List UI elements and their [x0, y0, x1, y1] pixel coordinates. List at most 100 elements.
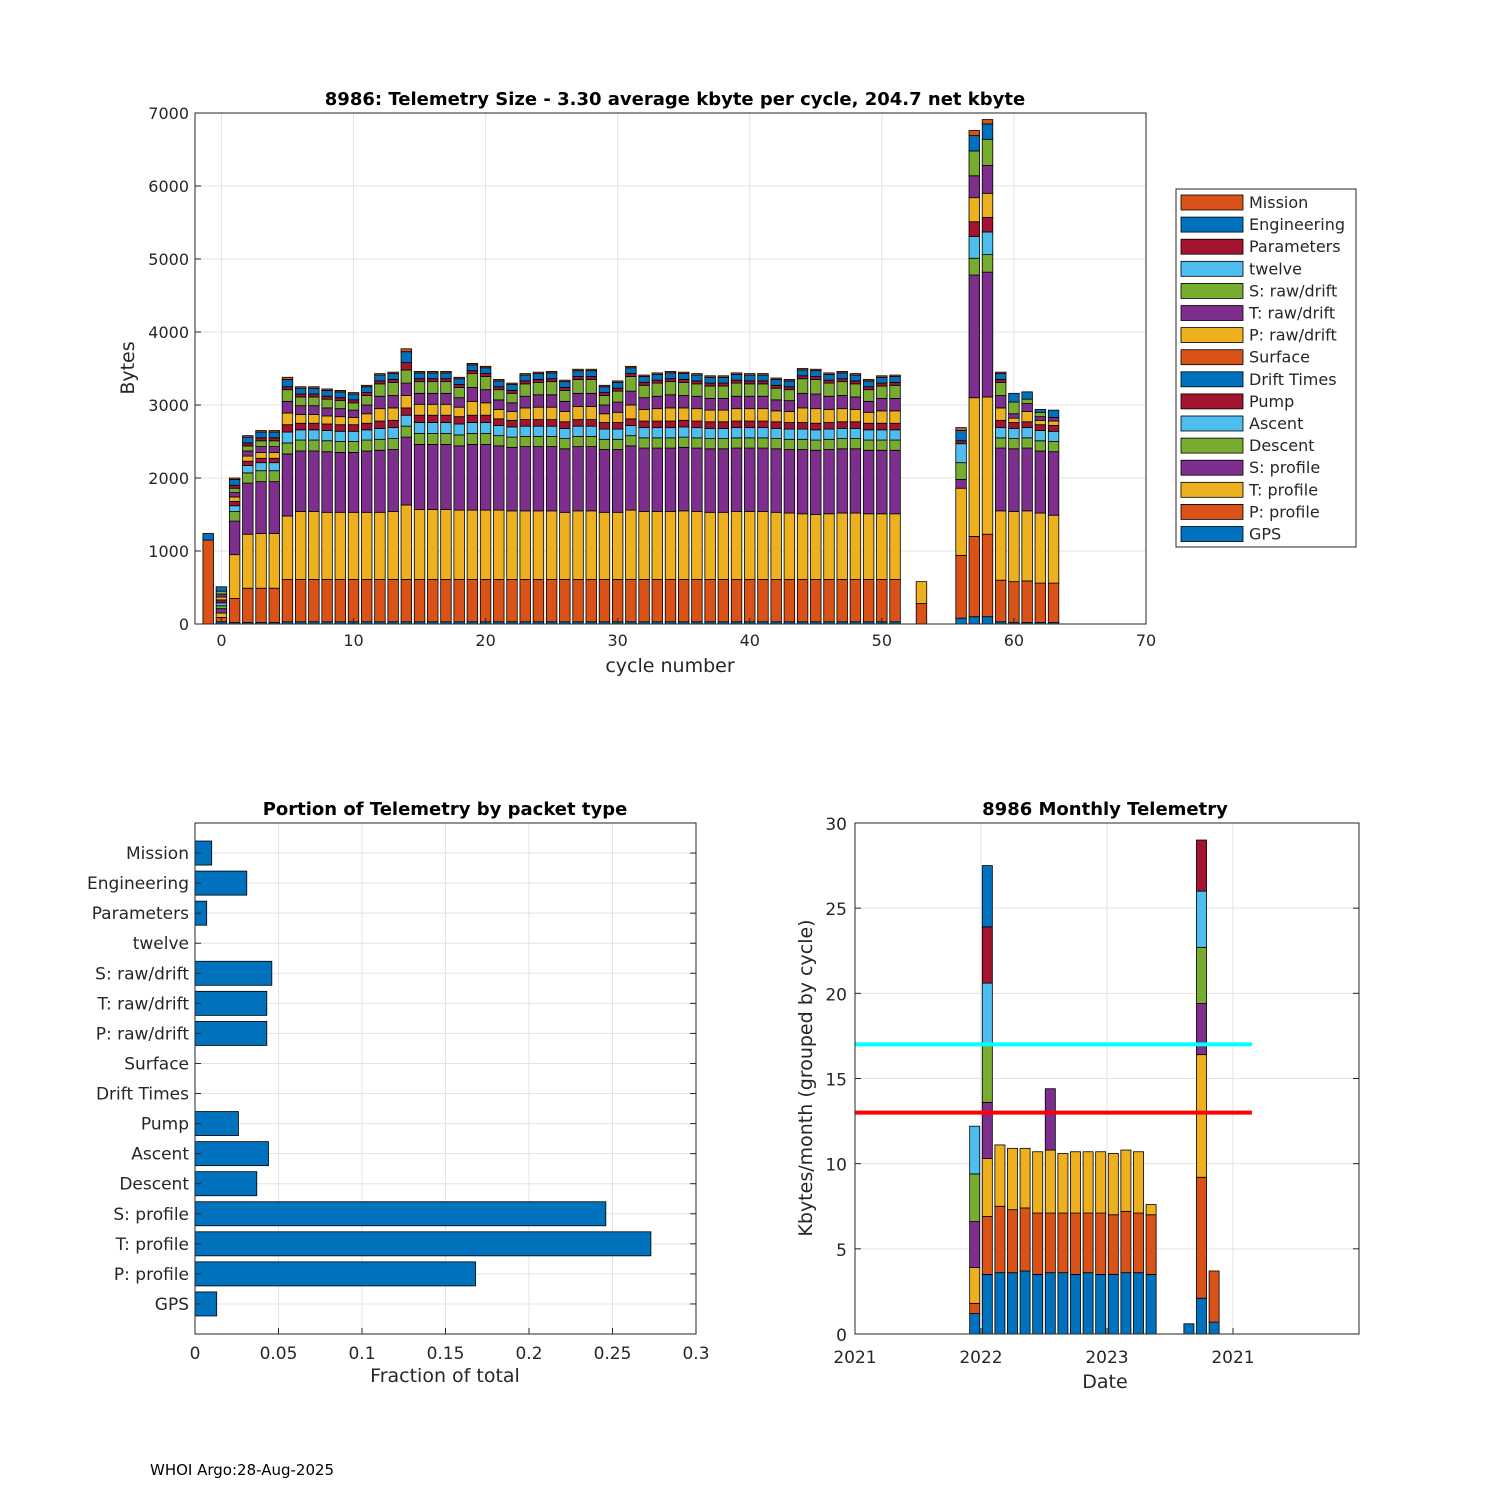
chart1-bar-segment — [744, 427, 756, 439]
chart1-bar-segment — [493, 509, 505, 580]
chart1-bar-segment — [611, 387, 624, 392]
chart1-bar-segment — [796, 579, 809, 623]
chart1-bar-segment — [334, 408, 346, 418]
chart1-legend-swatch — [1180, 503, 1244, 520]
chart1-title: 8986: Telemetry Size - 3.30 average kbyt… — [325, 89, 1025, 110]
chart1-bar-segment — [678, 371, 690, 375]
chart1-bar-segment — [545, 579, 558, 623]
chart1-bar-segment — [889, 398, 901, 412]
chart1-bar-segment — [294, 579, 307, 623]
chart1-bar-segment — [995, 395, 1007, 409]
telemetry-size-chart: 8986: Telemetry Size - 3.30 average kbyt… — [117, 89, 1357, 677]
chart1-bar-segment — [466, 414, 479, 423]
chart1-bar-segment — [215, 586, 228, 592]
chart1-bar-segment — [532, 394, 545, 408]
chart1-bar-segment — [981, 396, 994, 535]
chart2-xtick-label: 0 — [190, 1344, 201, 1364]
chart1-bar-segment — [1047, 425, 1060, 432]
chart1-bar-segment — [625, 435, 637, 447]
chart1-bar-segment — [823, 372, 835, 375]
chart1-bar-segment — [585, 406, 597, 420]
chart1-bar-segment — [215, 608, 228, 614]
chart1-bar-segment — [572, 379, 584, 394]
chart1-legend-label: Drift Times — [1249, 370, 1337, 389]
chart1-bar-segment — [294, 450, 307, 512]
chart1-bar-segment — [493, 445, 505, 511]
chart1-bar-segment — [717, 409, 730, 423]
chart1-bar-segment — [981, 616, 994, 625]
chart1-bar-segment — [559, 379, 571, 383]
chart1-bar-segment — [849, 374, 862, 382]
chart1-bar-segment — [849, 408, 862, 423]
chart1-legend-label: S: raw/drift — [1249, 281, 1337, 300]
chart1-bar-segment — [611, 428, 624, 440]
chart1-bar-segment — [400, 351, 413, 364]
chart1-bar-segment — [453, 423, 465, 436]
chart1-bar-segment — [321, 440, 333, 453]
chart3-ylabel: Kbytes/month (grouped by cycle) — [795, 919, 817, 1236]
chart1-xtick-label: 60 — [1004, 631, 1024, 650]
chart1-bar-segment — [281, 442, 294, 455]
chart1-bar-segment — [1008, 417, 1020, 423]
chart3-bar-segment — [1044, 1149, 1056, 1214]
chart1-bar-segment — [770, 379, 782, 386]
chart1-bar-segment — [862, 429, 875, 441]
chart1-bar-segment — [598, 511, 611, 580]
chart1-bar-segment — [678, 579, 690, 623]
chart1-bar-segment — [757, 380, 769, 385]
chart3-bar-segment — [1007, 1147, 1018, 1211]
chart1-bar-segment — [308, 396, 320, 407]
chart1-bar-segment — [651, 408, 663, 422]
chart3-ytick-label: 10 — [825, 1156, 847, 1176]
chart3-bar-segment — [1196, 946, 1207, 1004]
chart1-bar-segment — [453, 376, 465, 380]
chart1-bar-segment — [268, 462, 280, 472]
chart3-bar-segment — [981, 1216, 993, 1275]
chart1-bar-segment — [651, 511, 663, 580]
chart1-bar-segment — [651, 379, 663, 384]
chart1-bar-segment — [730, 379, 743, 384]
chart1-bar-segment — [400, 579, 413, 623]
chart1-bar-segment — [466, 373, 479, 388]
chart1-bar-segment — [519, 383, 531, 397]
chart1-bar-segment — [228, 484, 241, 489]
chart1-bar-segment — [400, 369, 413, 384]
chart1-bar-segment — [308, 414, 320, 424]
chart1-bar-segment — [889, 381, 901, 386]
chart1-legend-label: Mission — [1249, 193, 1308, 212]
chart1-bar-segment — [995, 437, 1007, 449]
chart1-bar-segment — [493, 579, 505, 623]
chart1-bar-segment — [585, 579, 597, 623]
chart1-bar-segment — [770, 399, 782, 412]
chart1-bar-segment — [744, 373, 756, 376]
chart1-bar-segment — [611, 381, 624, 389]
chart1-bar-segment — [598, 404, 611, 415]
chart1-bar-segment — [770, 579, 782, 623]
chart2-xtick-label: 0.05 — [260, 1344, 298, 1364]
chart1-bar-segment — [255, 462, 267, 472]
chart1-bar-segment — [876, 382, 888, 387]
chart3-ytick-label: 25 — [825, 900, 847, 920]
chart1-bar-segment — [519, 380, 531, 385]
chart1-bar-segment — [466, 387, 479, 402]
chart1-bar-segment — [955, 443, 967, 464]
chart3-bar-segment — [1044, 1212, 1056, 1274]
chart1-bar-segment — [228, 554, 241, 599]
chart1-bar-segment — [387, 419, 399, 429]
chart2-bar — [194, 1171, 258, 1197]
chart1-bar-segment — [374, 408, 386, 422]
chart1-bar-segment — [255, 481, 267, 534]
chart1-bar-segment — [242, 445, 254, 452]
chart3-bar-segment — [981, 1044, 993, 1103]
chart1-bar-segment — [1008, 581, 1020, 623]
chart1-bar-segment — [427, 579, 439, 623]
chart1-bar-segment — [757, 420, 769, 429]
chart1-bar-segment — [598, 386, 611, 393]
chart1-bar-segment — [651, 427, 663, 439]
chart1-bar-segment — [440, 508, 452, 580]
chart1-legend-label: Ascent — [1249, 414, 1303, 433]
chart1-bar-segment — [334, 389, 346, 393]
chart1-bar-segment — [572, 579, 584, 623]
chart1-bar-segment — [1034, 512, 1047, 584]
chart1-bars — [202, 119, 1060, 625]
